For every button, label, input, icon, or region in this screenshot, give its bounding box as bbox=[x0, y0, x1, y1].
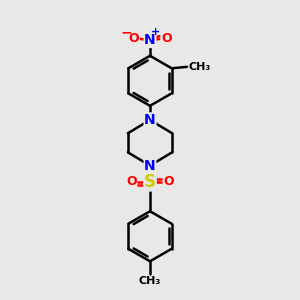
Text: N: N bbox=[144, 159, 156, 172]
Text: N: N bbox=[144, 34, 156, 47]
Text: O: O bbox=[128, 32, 139, 45]
Text: −: − bbox=[120, 26, 132, 40]
Text: CH₃: CH₃ bbox=[139, 276, 161, 286]
Text: O: O bbox=[163, 175, 174, 188]
Text: O: O bbox=[161, 32, 172, 45]
Text: O: O bbox=[126, 175, 137, 188]
Text: CH₃: CH₃ bbox=[188, 62, 211, 72]
Text: N: N bbox=[144, 113, 156, 127]
Text: +: + bbox=[151, 27, 160, 37]
Text: S: S bbox=[144, 173, 156, 191]
